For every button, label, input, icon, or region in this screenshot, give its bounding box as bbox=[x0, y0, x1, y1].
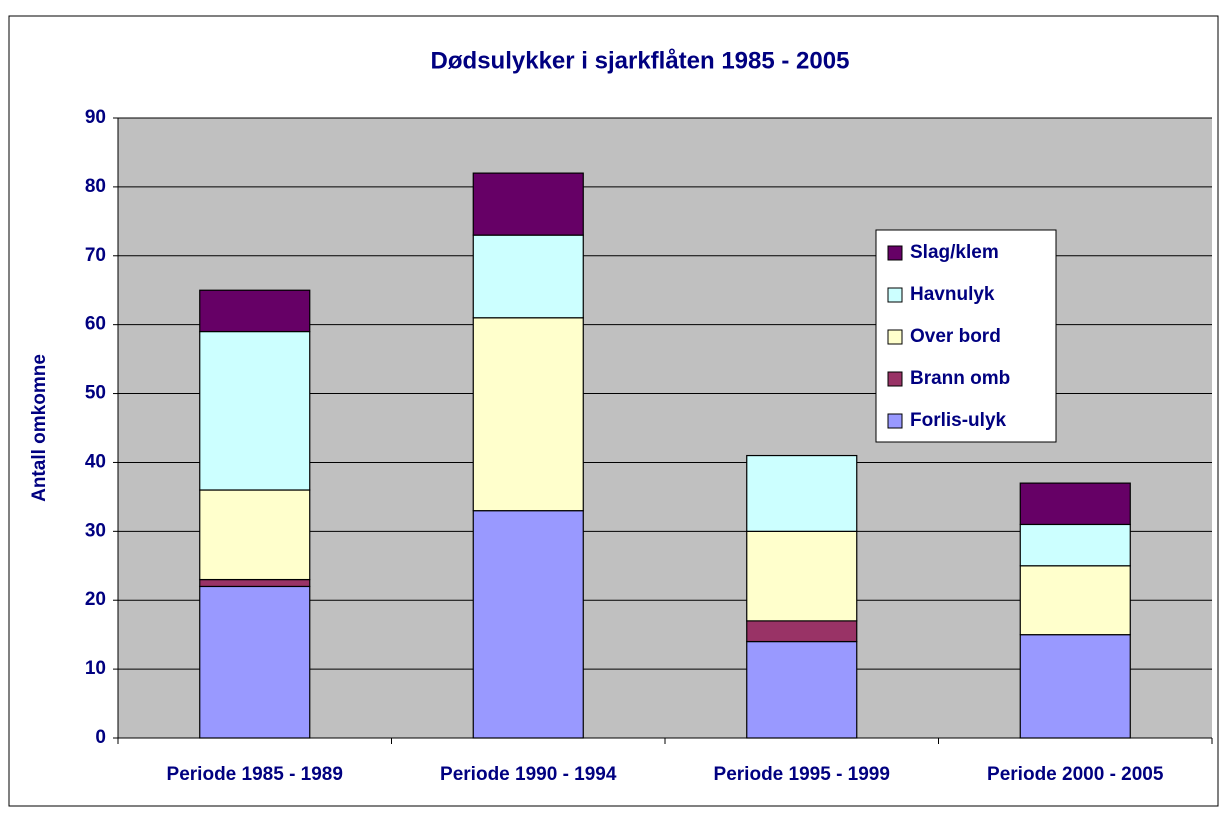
bar-segment bbox=[199, 330, 311, 491]
legend-swatch bbox=[887, 245, 903, 261]
legend-swatch bbox=[887, 413, 903, 429]
legend-box bbox=[875, 229, 1057, 443]
bar-segment bbox=[472, 510, 584, 739]
bar-segment bbox=[199, 489, 311, 581]
y-axis-label: Antall omkomne bbox=[29, 354, 50, 502]
legend-label: Havnulyk bbox=[910, 284, 995, 305]
bar-segment bbox=[199, 585, 311, 739]
x-tick-label: Periode 1985 - 1989 bbox=[167, 764, 343, 785]
y-tick-label: 20 bbox=[85, 589, 106, 610]
bar-segment bbox=[746, 620, 858, 643]
bar-segment bbox=[746, 640, 858, 739]
legend-swatch bbox=[887, 371, 903, 387]
y-tick-label: 90 bbox=[85, 107, 106, 128]
bar-segment bbox=[1019, 482, 1131, 526]
bar-segment bbox=[199, 289, 311, 333]
legend-label: Forlis-ulyk bbox=[910, 410, 1007, 431]
bar-segment bbox=[472, 234, 584, 319]
y-tick-label: 50 bbox=[85, 383, 106, 404]
bar-segment bbox=[746, 530, 858, 622]
y-tick-label: 60 bbox=[85, 314, 106, 335]
x-tick-label: Periode 1995 - 1999 bbox=[714, 764, 890, 785]
bar-segment bbox=[1019, 634, 1131, 739]
chart-title: Dødsulykker i sjarkflåten 1985 - 2005 bbox=[431, 47, 850, 74]
y-tick-label: 40 bbox=[85, 451, 106, 472]
legend-swatch bbox=[887, 287, 903, 303]
bar-segment bbox=[472, 172, 584, 236]
y-tick-label: 70 bbox=[85, 245, 106, 266]
bar-segment bbox=[1019, 523, 1131, 567]
bar-segment bbox=[1019, 565, 1131, 636]
y-tick-label: 30 bbox=[85, 520, 106, 541]
legend-label: Brann omb bbox=[910, 368, 1010, 389]
x-tick-label: Periode 2000 - 2005 bbox=[987, 764, 1164, 785]
bar-segment bbox=[199, 578, 311, 588]
bar-segment bbox=[472, 317, 584, 512]
y-tick-label: 80 bbox=[85, 176, 106, 197]
legend-label: Slag/klem bbox=[910, 242, 999, 263]
x-tick-label: Periode 1990 - 1994 bbox=[440, 764, 617, 785]
y-tick-label: 10 bbox=[85, 658, 106, 679]
legend-label: Over bord bbox=[910, 326, 1001, 347]
bar-segment bbox=[746, 454, 858, 532]
y-tick-label: 0 bbox=[95, 727, 106, 748]
legend-swatch bbox=[887, 329, 903, 345]
